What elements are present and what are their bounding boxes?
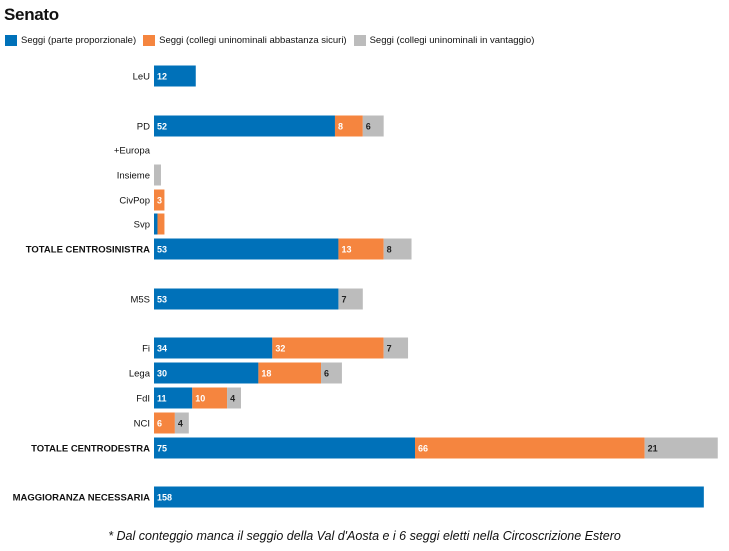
bar-svp-proporzionale — [154, 213, 158, 235]
data-label-leu-proporzionale: 12 — [157, 72, 167, 82]
data-label-pd-vantaggio: 6 — [366, 122, 371, 132]
data-label-fdi-proporzionale: 11 — [157, 394, 167, 404]
category-label-fdi: FdI — [136, 394, 150, 405]
bar-pd-proporzionale — [154, 115, 335, 137]
bar-lega-sicuri — [258, 362, 322, 384]
data-label-pd-sicuri: 8 — [338, 122, 343, 132]
data-label-totale-centrodestra-vantaggio: 21 — [648, 444, 658, 454]
legend-label-sicuri: Seggi (collegi uninominali abbastanza si… — [159, 35, 347, 46]
bar-leu-proporzionale — [154, 65, 196, 87]
category-label-civpop: CivPop — [119, 196, 150, 207]
category-label-pd: PD — [137, 122, 150, 133]
category-label-nci: NCI — [134, 419, 150, 430]
data-label-nci-vantaggio: 4 — [178, 419, 183, 429]
legend-item-sicuri: Seggi (collegi uninominali abbastanza si… — [143, 35, 347, 46]
bar-nci-vantaggio — [174, 412, 189, 434]
bar-fi-sicuri — [272, 337, 384, 359]
bar-totale-centrodestra-proporzionale — [154, 437, 415, 459]
data-label-pd-proporzionale: 52 — [157, 122, 167, 132]
legend-swatch-sicuri — [143, 35, 156, 46]
bar-totale-centrodestra-sicuri — [415, 437, 645, 459]
data-label-totale-centrodestra-proporzionale: 75 — [157, 444, 167, 454]
bar-svp-sicuri — [157, 213, 165, 235]
category-label-m5s: M5S — [130, 295, 150, 306]
bar-pd-sicuri — [334, 115, 363, 137]
bar-nci-sicuri — [154, 412, 175, 434]
data-label-fi-sicuri: 32 — [275, 344, 285, 354]
bar-civpop-sicuri — [154, 189, 165, 211]
bar-totale-centrosinistra-proporzionale — [154, 238, 339, 260]
bar-insieme-vantaggio — [154, 164, 161, 186]
data-label-lega-vantaggio: 6 — [324, 369, 329, 379]
bar-fi-vantaggio — [383, 337, 409, 359]
legend: Seggi (parte proporzionale) Seggi (colle… — [5, 35, 541, 46]
data-label-civpop-sicuri: 3 — [157, 196, 162, 206]
data-label-m5s-vantaggio: 7 — [341, 295, 346, 305]
legend-swatch-proporzionale — [5, 35, 17, 46]
bar-fi-proporzionale — [154, 337, 273, 359]
bar-totale-centrodestra-vantaggio — [644, 437, 718, 459]
data-label-nci-sicuri: 6 — [157, 419, 162, 429]
category-label-maggioranza-necessaria: MAGGIORANZA NECESSARIA — [13, 493, 151, 504]
bar-m5s-proporzionale — [154, 288, 339, 310]
bar-totale-centrosinistra-vantaggio — [383, 238, 412, 260]
legend-label-vantaggio: Seggi (collegi uninominali in vantaggio) — [369, 35, 535, 46]
chart-title: Senato — [4, 5, 59, 24]
bar-lega-vantaggio — [321, 362, 342, 384]
category-label-fi: Fi — [142, 344, 150, 355]
bar-m5s-vantaggio — [338, 288, 363, 310]
bar-maggioranza-necessaria-proporzionale — [154, 486, 704, 508]
data-label-totale-centrosinistra-sicuri: 13 — [341, 245, 351, 255]
data-label-lega-proporzionale: 30 — [157, 369, 167, 379]
category-label-insieme: Insieme — [117, 171, 150, 182]
legend-label-proporzionale: Seggi (parte proporzionale) — [21, 35, 137, 46]
footnote: * Dal conteggio manca il seggio della Va… — [108, 529, 621, 543]
data-label-totale-centrodestra-sicuri: 66 — [418, 444, 428, 454]
data-label-maggioranza-necessaria-proporzionale: 158 — [157, 493, 172, 503]
bar-fdi-sicuri — [192, 387, 228, 409]
legend-item-vantaggio: Seggi (collegi uninominali in vantaggio) — [353, 35, 535, 46]
data-label-fi-proporzionale: 34 — [157, 344, 167, 354]
data-label-lega-sicuri: 18 — [261, 369, 271, 379]
legend-swatch-vantaggio — [353, 35, 366, 46]
bar-fdi-proporzionale — [154, 387, 193, 409]
legend-item-proporzionale: Seggi (parte proporzionale) — [5, 35, 136, 46]
data-label-fdi-vantaggio: 4 — [230, 394, 235, 404]
data-label-fdi-sicuri: 10 — [195, 394, 205, 404]
data-label-m5s-proporzionale: 53 — [157, 295, 167, 305]
category-label-leu: LeU — [133, 72, 151, 83]
category-label-europa: +Europa — [114, 146, 151, 157]
bar-lega-proporzionale — [154, 362, 259, 384]
bar-fdi-vantaggio — [227, 387, 241, 409]
category-label-svp: Svp — [134, 220, 150, 231]
stacked-bar-chart: LeU 12 PD 52 8 6 +Europa Insieme CivPop 3 Svp TOTAL… — [13, 65, 718, 508]
data-label-totale-centrosinistra-vantaggio: 8 — [387, 245, 392, 255]
category-label-totale-centrodestra: TOTALE CENTRODESTRA — [31, 444, 150, 455]
bar-totale-centrosinistra-sicuri — [338, 238, 384, 260]
data-label-totale-centrosinistra-proporzionale: 53 — [157, 245, 167, 255]
category-label-totale-centrosinistra: TOTALE CENTROSINISTRA — [26, 245, 150, 256]
bar-pd-vantaggio — [362, 115, 384, 137]
data-label-fi-vantaggio: 7 — [387, 344, 392, 354]
category-label-lega: Lega — [129, 369, 151, 380]
